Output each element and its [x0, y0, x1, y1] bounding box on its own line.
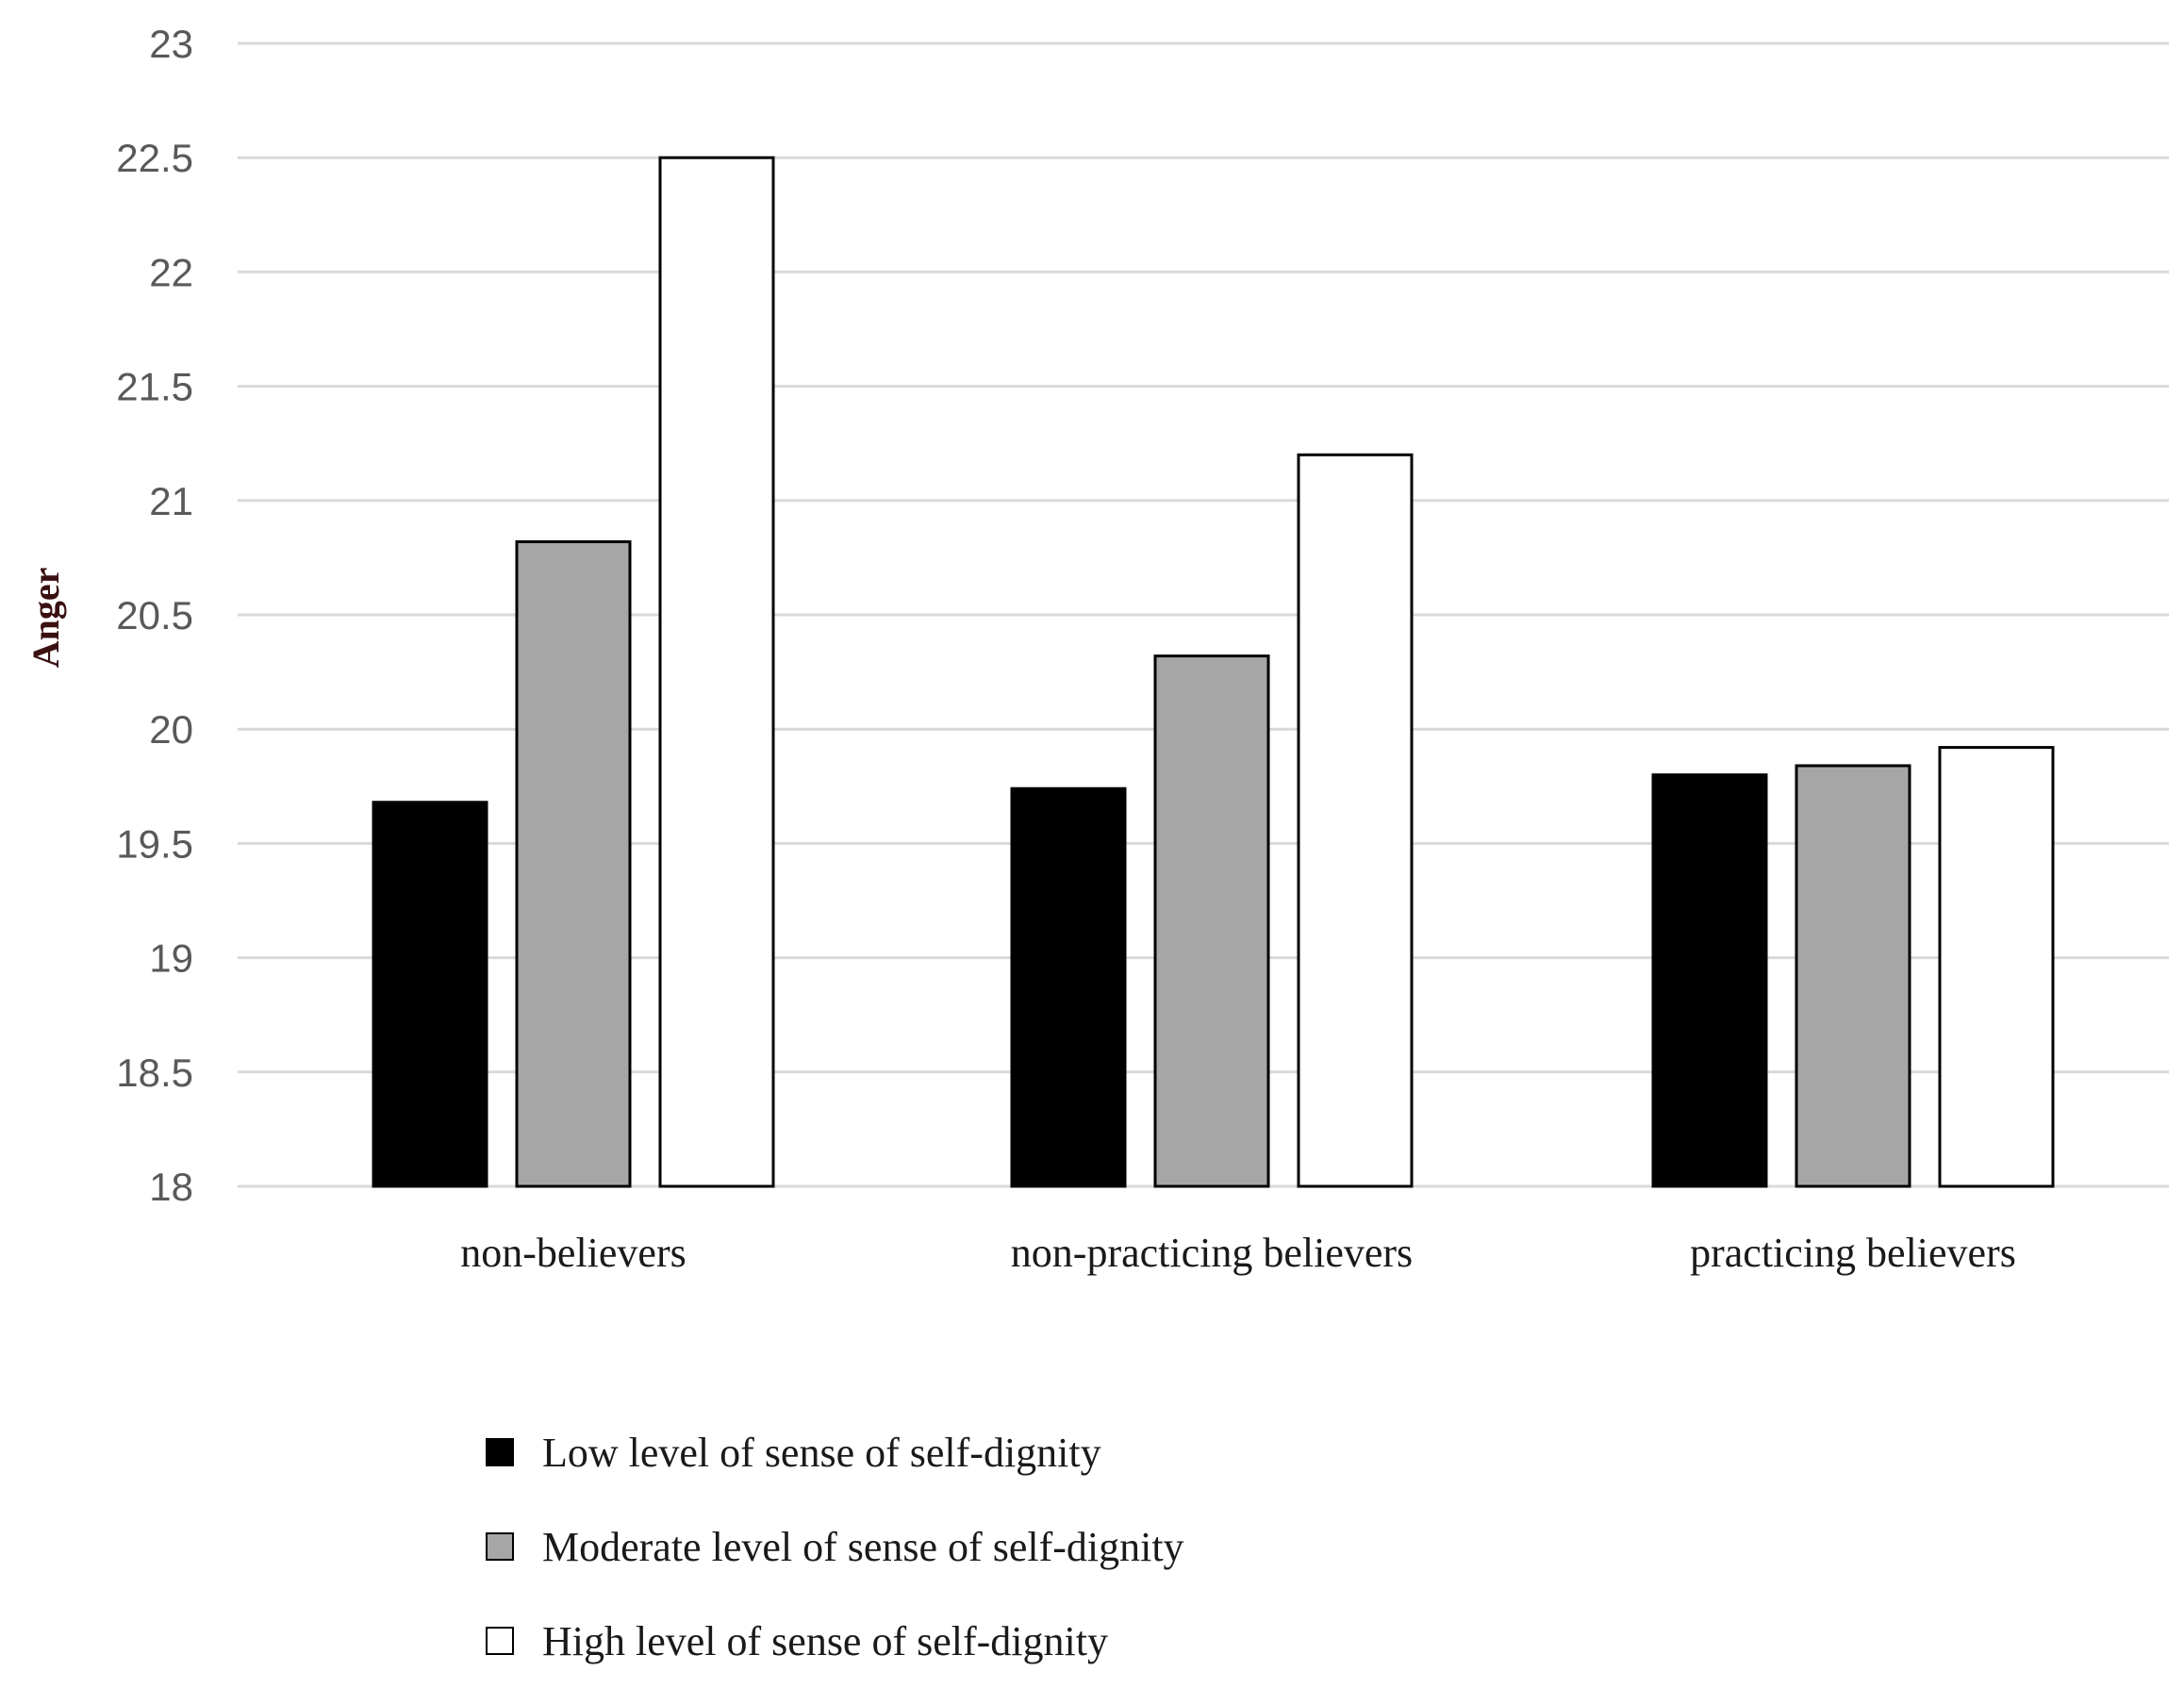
y-tick-label: 18.5	[116, 1051, 193, 1095]
y-tick-label: 20.5	[116, 593, 193, 637]
y-tick-label: 19	[149, 936, 193, 981]
bar-low-2	[1651, 773, 1768, 1188]
y-axis-label: Anger	[25, 568, 67, 669]
legend-label-high: High level of sense of self-dignity	[542, 1617, 1108, 1664]
y-tick-label: 20	[149, 707, 193, 752]
y-tick-label: 22.5	[116, 136, 193, 180]
bar-moderate-0	[515, 539, 632, 1188]
legend-item-low: Low level of sense of self-dignity	[486, 1405, 1184, 1499]
legend-swatch-high	[486, 1627, 514, 1655]
x-category-label: non-practicing believers	[1011, 1230, 1413, 1276]
bars	[372, 156, 2055, 1188]
legend: Low level of sense of self-dignity Moder…	[486, 1405, 1184, 1688]
y-tick-label: 21	[149, 479, 193, 523]
legend-item-moderate: Moderate level of sense of self-dignity	[486, 1499, 1184, 1594]
y-axis-ticks: 18 18.5 19 19.5 20 20.5 21 21.5 22 22.5 23	[116, 22, 193, 1209]
legend-item-high: High level of sense of self-dignity	[486, 1594, 1184, 1688]
legend-label-low: Low level of sense of self-dignity	[542, 1429, 1101, 1476]
y-tick-label: 21.5	[116, 365, 193, 409]
y-tick-label: 22	[149, 250, 193, 294]
bar-high-1	[1297, 453, 1414, 1188]
bar-low-1	[1010, 786, 1127, 1188]
x-category-label: non-believers	[460, 1230, 686, 1276]
bar-moderate-2	[1795, 764, 1911, 1188]
bar-moderate-1	[1153, 654, 1270, 1188]
legend-swatch-low	[486, 1438, 514, 1466]
legend-swatch-moderate	[486, 1532, 514, 1561]
bar-high-2	[1938, 746, 2055, 1188]
x-category-label: practicing believers	[1690, 1230, 2016, 1276]
x-axis-categories: non-believers non-practicing believers pra…	[460, 1230, 2016, 1276]
y-tick-label: 19.5	[116, 821, 193, 866]
y-tick-label: 18	[149, 1165, 193, 1209]
bar-high-0	[658, 156, 775, 1188]
legend-label-moderate: Moderate level of sense of self-dignity	[542, 1523, 1184, 1570]
bar-low-0	[372, 801, 488, 1188]
y-tick-label: 23	[149, 22, 193, 66]
